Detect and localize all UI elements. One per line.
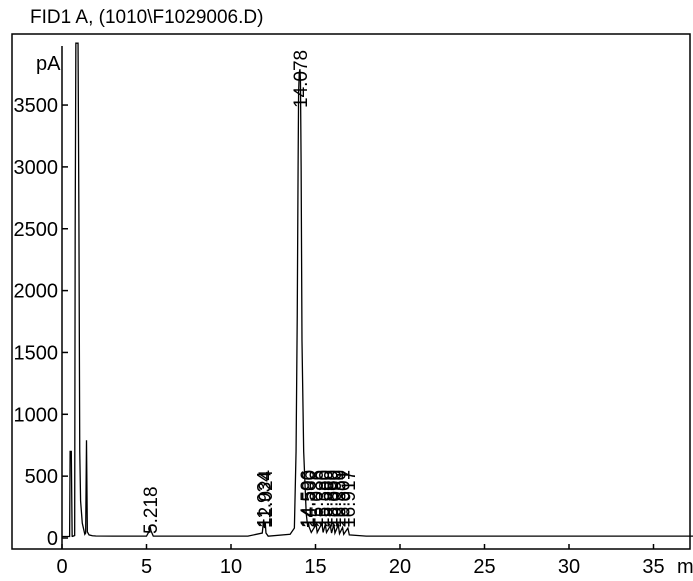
- x-tick-label: 30: [558, 556, 580, 578]
- plot-frame: [11, 33, 691, 550]
- x-tick-label: 10: [220, 556, 242, 578]
- x-tick-label: 20: [389, 556, 411, 578]
- y-tick-label: 3000: [14, 157, 59, 179]
- y-tick-label: 500: [25, 466, 58, 488]
- peak-label: 12.024: [256, 469, 277, 528]
- x-tick-label: 35: [642, 556, 664, 578]
- peak-label: 14.506: [298, 470, 319, 528]
- y-axis: 0 500 1000 1500 2000 2500 3000 3500: [14, 46, 68, 550]
- x-tick-label: 15: [304, 556, 326, 578]
- chart-title: FID1 A, (1010\F1029006.D): [30, 7, 263, 28]
- series-layer: [62, 42, 693, 538]
- peak-label: 16.090: [325, 470, 346, 528]
- y-tick-label: 3500: [14, 95, 59, 117]
- x-tick-label: 5: [141, 556, 152, 578]
- peak-label: 14.078: [291, 50, 312, 108]
- x-tick-label: 25: [473, 556, 495, 578]
- y-tick-label: 1000: [14, 404, 59, 426]
- peak-label: 16.917: [339, 470, 360, 528]
- peak-label: 15.380: [313, 470, 334, 528]
- peak-label: 15.036: [307, 470, 328, 528]
- peak-label: 15.580: [316, 470, 337, 528]
- x-unit-label: m: [677, 556, 693, 578]
- chromatogram-trace: [62, 42, 693, 538]
- x-axis: 0 5 10 15 20 25 30 35: [56, 544, 665, 578]
- y-tick-label: 0: [47, 528, 58, 550]
- peak-label: 11.934: [255, 471, 276, 528]
- peak-label: 16.601: [334, 470, 355, 528]
- peak-label: 15.880: [321, 470, 342, 528]
- x-tick-label: 0: [56, 556, 67, 578]
- y-tick-label: 2000: [14, 281, 59, 303]
- y-unit-label: pA: [36, 53, 61, 75]
- peak-label: 16.350: [329, 470, 350, 528]
- y-tick-label: 1500: [14, 342, 59, 364]
- y-tick-label: 2500: [14, 219, 59, 241]
- peak-labels: 5.218 11.93412.02414.07814.50614.58015.03…: [141, 50, 360, 534]
- peak-label: 5.218: [141, 486, 162, 534]
